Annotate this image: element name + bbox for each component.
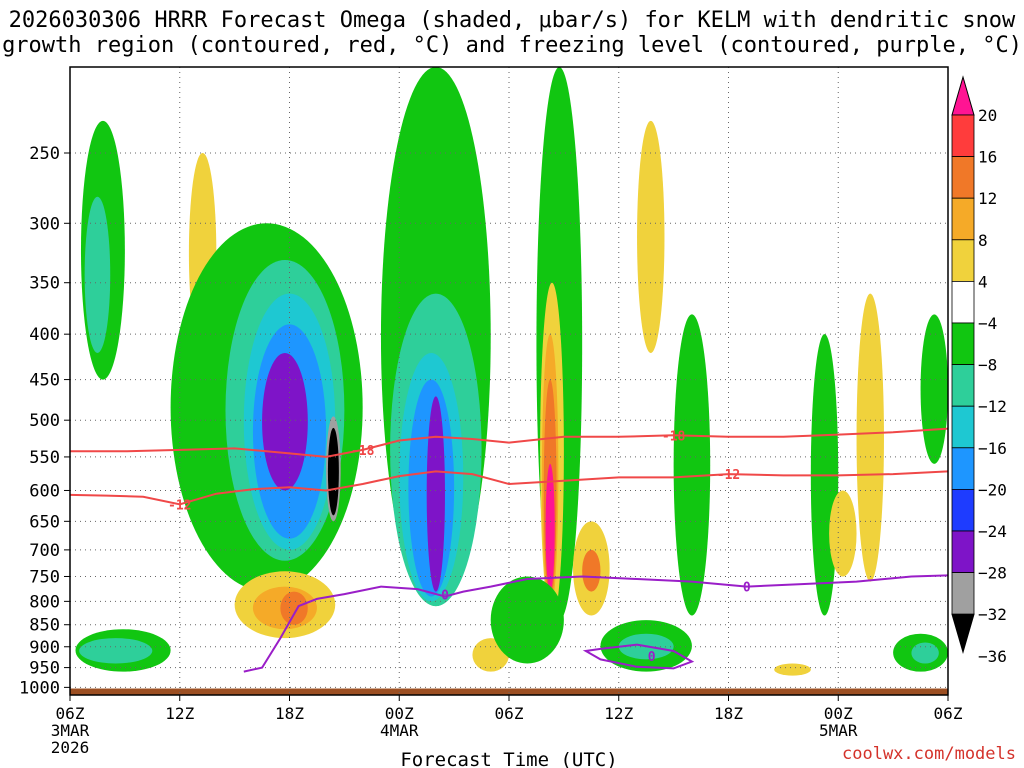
colorbar-swatch-5 bbox=[951, 280, 975, 324]
colorbar-label-11: −28 bbox=[978, 564, 1007, 583]
colorbar-top-arrow bbox=[951, 75, 975, 116]
colorbar-label-2: 12 bbox=[978, 189, 997, 208]
x-tick-year-0: 2026 bbox=[51, 738, 90, 757]
omega-cell-34 bbox=[490, 576, 564, 664]
omega-cell-22 bbox=[637, 120, 665, 353]
colorbar-swatch-3 bbox=[951, 197, 975, 241]
colorbar-label-7: −12 bbox=[978, 397, 1007, 416]
x-tick-label-4: 06Z bbox=[495, 704, 524, 723]
colorbar-label-8: −16 bbox=[978, 439, 1007, 458]
colorbar-label-4: 4 bbox=[978, 272, 988, 291]
omega-cell-32 bbox=[280, 591, 308, 625]
y-tick-label-950: 950 bbox=[29, 659, 60, 679]
y-tick-label-1000: 1000 bbox=[19, 678, 60, 698]
x-tick-label-1: 12Z bbox=[165, 704, 194, 723]
x-tick-label-5: 12Z bbox=[604, 704, 633, 723]
colorbar-swatch-1 bbox=[951, 114, 975, 157]
colorbar-label-6: −8 bbox=[978, 356, 997, 375]
y-tick-label-250: 250 bbox=[29, 144, 60, 164]
y-tick-label-800: 800 bbox=[29, 592, 60, 612]
dendritic-label--12-0: -12 bbox=[168, 498, 191, 513]
colorbar-label-12: −32 bbox=[978, 605, 1007, 624]
omega-cell-9 bbox=[327, 427, 339, 516]
x-tick-label-0: 06Z bbox=[56, 704, 85, 723]
omega-cell-1 bbox=[84, 196, 111, 353]
x-tick-date-0: 3MAR bbox=[51, 721, 90, 740]
chart-title-line-2: growth region (contoured, red, °C) and f… bbox=[2, 33, 1022, 58]
freezing-label-1: 0 bbox=[743, 581, 751, 596]
freezing-label-0: 0 bbox=[441, 589, 449, 604]
colorbar-bottom-arrow bbox=[951, 613, 975, 654]
colorbar-label-9: −20 bbox=[978, 480, 1007, 499]
x-tick-date-7: 5MAR bbox=[819, 721, 858, 740]
chart-title-line-1: 2026030306 HRRR Forecast Omega (shaded, … bbox=[8, 8, 1016, 33]
dendritic-label--18-1: -18 bbox=[662, 429, 686, 444]
freezing-label-2: 0 bbox=[648, 650, 656, 665]
x-tick-label-6: 18Z bbox=[714, 704, 743, 723]
colorbar-swatch-7 bbox=[951, 364, 975, 407]
x-tick-label-7: 00Z bbox=[824, 704, 853, 723]
source-credit: coolwx.com/models bbox=[842, 744, 1016, 764]
colorbar-swatch-2 bbox=[951, 156, 975, 199]
y-tick-label-300: 300 bbox=[29, 214, 60, 234]
colorbar-swatch-4 bbox=[951, 239, 975, 282]
colorbar-swatch-8 bbox=[951, 405, 975, 449]
dendritic-contour--12 bbox=[70, 470, 948, 506]
y-tick-label-450: 450 bbox=[29, 371, 60, 391]
contour-layer: -18 -18 -12 -12 0 0 0 bbox=[70, 427, 948, 673]
plot-area bbox=[70, 67, 948, 695]
y-tick-label-350: 350 bbox=[29, 274, 60, 294]
freezing-level-contour bbox=[243, 574, 948, 673]
omega-cell-26 bbox=[920, 314, 948, 464]
colorbar-label-0: 20 bbox=[978, 106, 997, 125]
x-tick-label-2: 18Z bbox=[275, 704, 304, 723]
freezing-closed-contour bbox=[582, 643, 695, 670]
y-tick-label-750: 750 bbox=[29, 567, 60, 587]
dendritic-contour--18 bbox=[70, 427, 948, 458]
omega-cell-14 bbox=[426, 396, 445, 592]
y-tick-label-700: 700 bbox=[29, 541, 60, 561]
omega-cell-38 bbox=[911, 642, 939, 664]
colorbar-label-10: −24 bbox=[978, 522, 1007, 541]
y-tick-label-900: 900 bbox=[29, 638, 60, 658]
colorbar-swatch-12 bbox=[951, 572, 975, 615]
y-tick-label-500: 500 bbox=[29, 411, 60, 431]
colorbar-label-1: 16 bbox=[978, 148, 997, 167]
colorbar-label-13: −36 bbox=[978, 647, 1007, 666]
y-tick-label-850: 850 bbox=[29, 616, 60, 636]
x-tick-label-8: 06Z bbox=[934, 704, 963, 723]
colorbar-swatch-9 bbox=[951, 447, 975, 490]
y-tick-label-600: 600 bbox=[29, 481, 60, 501]
x-tick-label-3: 00Z bbox=[385, 704, 414, 723]
omega-cell-23 bbox=[673, 314, 711, 616]
omega-cell-7 bbox=[262, 352, 308, 491]
omega-cell-39 bbox=[774, 663, 811, 676]
colorbar: 20 16 12 8 4 −4 −8 −12 −16 −20 −24 −28 −32 −36 bbox=[951, 75, 1007, 666]
x-axis-label: Forecast Time (UTC) bbox=[400, 749, 617, 768]
dendritic-label--18-0: -18 bbox=[351, 444, 375, 459]
y-tick-label-400: 400 bbox=[29, 325, 60, 345]
x-tick-date-3: 4MAR bbox=[380, 721, 419, 740]
y-tick-label-650: 650 bbox=[29, 512, 60, 532]
omega-cell-25 bbox=[829, 490, 857, 577]
omega-cell-27 bbox=[856, 293, 884, 582]
omega-cell-21 bbox=[582, 549, 601, 592]
ground-surface bbox=[70, 688, 948, 695]
colorbar-label-3: 8 bbox=[978, 231, 988, 250]
colorbar-swatch-10 bbox=[951, 488, 975, 532]
colorbar-swatch-6 bbox=[951, 322, 975, 365]
colorbar-swatch-11 bbox=[951, 530, 975, 573]
omega-cell-19 bbox=[545, 463, 555, 592]
omega-cell-29 bbox=[79, 638, 153, 664]
colorbar-label-5: −4 bbox=[978, 314, 997, 333]
axes: 2503003504004505005506006507007508008509… bbox=[19, 66, 963, 768]
y-tick-label-550: 550 bbox=[29, 448, 60, 468]
dendritic-label--12-1: -12 bbox=[717, 468, 740, 483]
